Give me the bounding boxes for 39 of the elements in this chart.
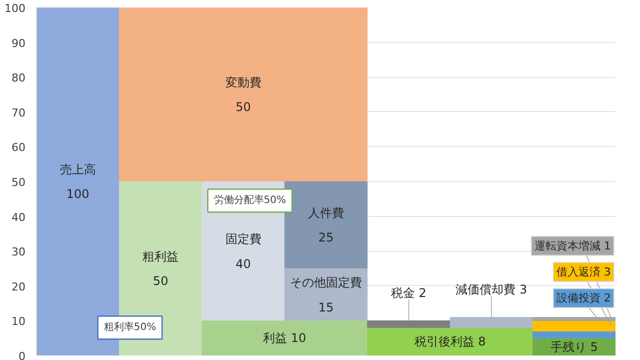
y-tick-label: 50 — [12, 176, 26, 189]
series-label: その他固定費 — [290, 275, 362, 290]
y-tick-label: 60 — [12, 141, 26, 154]
text: 運転資本増減 1 — [534, 239, 611, 252]
bar — [532, 330, 616, 338]
y-tick-label: 80 — [12, 72, 26, 85]
text: 利益 10 — [263, 331, 306, 346]
data-label: 25 — [318, 230, 334, 245]
bar — [532, 320, 616, 332]
text: 税引後利益 8 — [414, 334, 486, 349]
text: 設備投資 2 — [556, 292, 611, 305]
series-label: 粗利益 — [142, 249, 179, 264]
y-tick-label: 20 — [12, 280, 26, 294]
annotation: 労働分配率50% — [214, 194, 286, 206]
bar — [367, 320, 450, 328]
data-label: 50 — [152, 274, 168, 288]
series-label: 変動費 — [225, 75, 262, 90]
data-label: 40 — [236, 256, 251, 271]
y-tick-label: 90 — [12, 36, 26, 50]
y-tick-label: 30 — [12, 246, 26, 259]
series-label: 売上高 — [60, 162, 96, 176]
data-label: 50 — [236, 100, 251, 114]
series-label: 固定費 — [225, 232, 262, 246]
bar — [284, 181, 368, 269]
text: 減価償却費 3 — [456, 282, 528, 296]
text: 手残り 5 — [550, 340, 598, 354]
data-label: 15 — [318, 300, 334, 314]
bar — [450, 316, 534, 328]
annotation: 粗利率50% — [104, 321, 156, 334]
text: 税金 2 — [390, 286, 426, 300]
text: 借入返済 3 — [556, 265, 611, 278]
bar — [284, 268, 368, 321]
data-label: 100 — [66, 187, 90, 202]
y-tick-label: 100 — [4, 2, 26, 15]
y-tick-label: 40 — [12, 210, 26, 224]
y-tick-label: 0 — [18, 350, 26, 360]
y-tick-label: 10 — [12, 315, 26, 328]
y-tick-label: 70 — [12, 106, 26, 120]
series-label: 人件費 — [308, 206, 344, 220]
